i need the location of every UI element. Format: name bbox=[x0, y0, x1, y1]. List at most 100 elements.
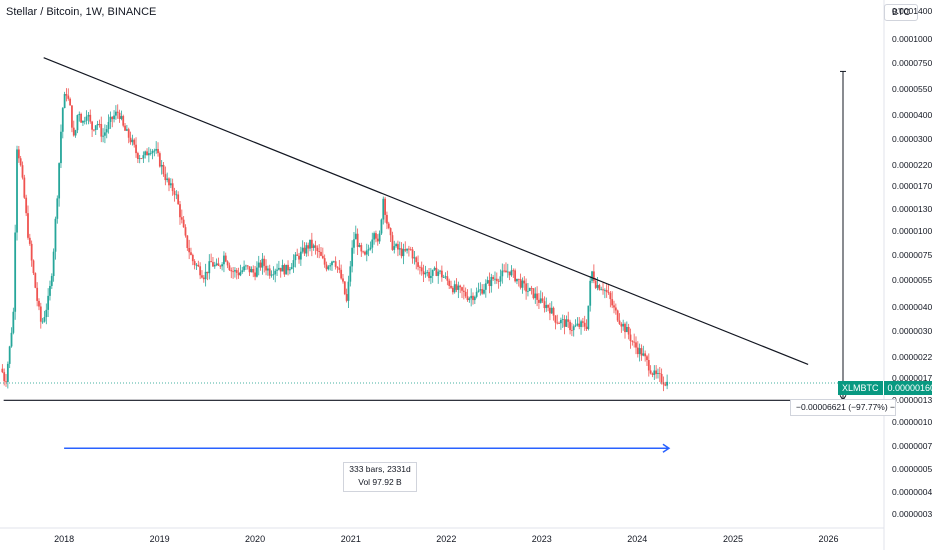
candle-body bbox=[177, 194, 180, 205]
candle-body bbox=[60, 131, 62, 164]
candle-body bbox=[272, 274, 275, 276]
candle-body bbox=[3, 372, 6, 382]
candle-body bbox=[74, 130, 77, 136]
candle-body bbox=[627, 326, 630, 335]
candle-body bbox=[299, 251, 302, 260]
candle-body bbox=[565, 319, 568, 327]
candle-body bbox=[636, 347, 639, 355]
candle-body bbox=[631, 341, 634, 342]
candle-body bbox=[195, 264, 198, 266]
candle-body bbox=[93, 129, 95, 131]
candle-body bbox=[503, 270, 506, 272]
candle-body bbox=[219, 265, 222, 267]
candle-body bbox=[567, 319, 570, 322]
candle-body bbox=[91, 121, 93, 130]
candle-body bbox=[472, 295, 474, 301]
candle-body bbox=[28, 237, 31, 244]
candle-body bbox=[591, 271, 593, 281]
candle-body bbox=[5, 381, 7, 383]
candle-body bbox=[574, 325, 577, 327]
candle-body bbox=[431, 269, 434, 276]
candle-body bbox=[105, 129, 108, 133]
candle-body bbox=[12, 311, 15, 333]
candle-body bbox=[332, 261, 335, 263]
candle-body bbox=[131, 139, 134, 143]
candle-body bbox=[147, 153, 150, 156]
candle-body bbox=[54, 218, 57, 252]
candle-body bbox=[47, 295, 50, 310]
candle-body bbox=[312, 245, 315, 248]
candle-body bbox=[120, 116, 123, 119]
candle-body bbox=[252, 269, 255, 273]
candle-body bbox=[146, 151, 148, 156]
candle-body bbox=[373, 233, 376, 240]
candle-body bbox=[609, 292, 612, 300]
candle-body bbox=[96, 124, 99, 126]
candle-body bbox=[550, 307, 553, 314]
price-tick-label: 0.00000033 bbox=[892, 509, 932, 520]
candle-body bbox=[576, 323, 579, 326]
date-range-volume: Vol 97.92 B bbox=[358, 477, 402, 487]
candles-group bbox=[1, 88, 669, 392]
candle-body bbox=[127, 129, 130, 138]
candle-body bbox=[166, 178, 169, 181]
candle-body bbox=[261, 258, 264, 268]
candle-body bbox=[180, 217, 183, 220]
candle-body bbox=[402, 249, 405, 257]
candle-body bbox=[459, 285, 462, 288]
candle-body bbox=[56, 198, 59, 219]
candle-body bbox=[506, 271, 509, 273]
candle-body bbox=[418, 266, 421, 268]
candle-body bbox=[39, 306, 42, 322]
candle-body bbox=[164, 174, 167, 181]
candle-body bbox=[210, 261, 213, 263]
candle-body bbox=[589, 280, 592, 306]
time-tick-label: 2021 bbox=[340, 534, 361, 544]
candle-body bbox=[169, 183, 172, 186]
candle-body bbox=[292, 260, 295, 268]
candle-body bbox=[464, 291, 467, 297]
candle-body bbox=[98, 124, 101, 125]
candle-body bbox=[281, 265, 284, 272]
candle-body bbox=[277, 267, 280, 270]
candle-body bbox=[560, 319, 562, 324]
candle-body bbox=[208, 261, 211, 274]
candle-body bbox=[400, 248, 403, 257]
candle-body bbox=[664, 384, 667, 386]
candle-body bbox=[433, 267, 436, 270]
candle-body bbox=[323, 258, 326, 265]
candle-body bbox=[265, 265, 267, 271]
candle-body bbox=[160, 164, 163, 167]
candle-body bbox=[228, 265, 231, 271]
candle-body bbox=[380, 219, 383, 234]
candle-body bbox=[162, 164, 165, 175]
currency-selector[interactable]: BTC bbox=[884, 4, 918, 21]
candle-body bbox=[349, 266, 352, 282]
candle-body bbox=[429, 275, 432, 279]
candle-body bbox=[649, 370, 652, 374]
candle-body bbox=[367, 249, 370, 251]
candle-body bbox=[140, 158, 143, 160]
candle-body bbox=[435, 267, 438, 276]
candle-body bbox=[283, 265, 286, 275]
candle-body bbox=[142, 155, 145, 159]
candle-body bbox=[310, 239, 313, 248]
candle-body bbox=[288, 269, 291, 271]
candle-body bbox=[135, 144, 137, 154]
candle-body bbox=[301, 247, 304, 252]
candle-body bbox=[307, 245, 310, 249]
candle-body bbox=[17, 149, 20, 159]
candle-body bbox=[270, 274, 273, 276]
candle-body bbox=[387, 223, 390, 229]
candle-body bbox=[389, 228, 392, 236]
candle-body bbox=[592, 271, 595, 281]
candle-body bbox=[408, 248, 410, 250]
